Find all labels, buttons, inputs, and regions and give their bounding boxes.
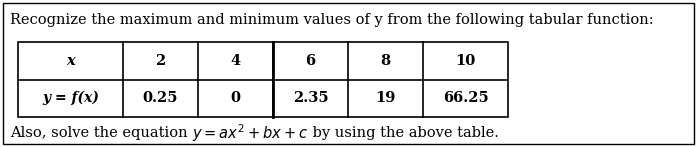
- Bar: [18, 42, 508, 117]
- Text: 4: 4: [231, 54, 240, 68]
- Text: y = f(x): y = f(x): [42, 91, 99, 105]
- Text: 2: 2: [155, 54, 166, 68]
- Text: 2.35: 2.35: [293, 91, 328, 105]
- Text: 0.25: 0.25: [143, 91, 178, 105]
- Text: Recognize the maximum and minimum values of y from the following tabular functio: Recognize the maximum and minimum values…: [10, 13, 654, 27]
- Text: Also, solve the equation: Also, solve the equation: [10, 126, 192, 140]
- Text: 6: 6: [305, 54, 316, 68]
- Text: $y = ax^2 +bx +c$: $y = ax^2 +bx +c$: [192, 122, 308, 144]
- Text: 0: 0: [231, 91, 240, 105]
- Text: x: x: [66, 54, 75, 68]
- Text: by using the above table.: by using the above table.: [308, 126, 499, 140]
- Text: 66.25: 66.25: [443, 91, 489, 105]
- Text: 10: 10: [455, 54, 475, 68]
- Text: 8: 8: [381, 54, 390, 68]
- Text: 19: 19: [375, 91, 396, 105]
